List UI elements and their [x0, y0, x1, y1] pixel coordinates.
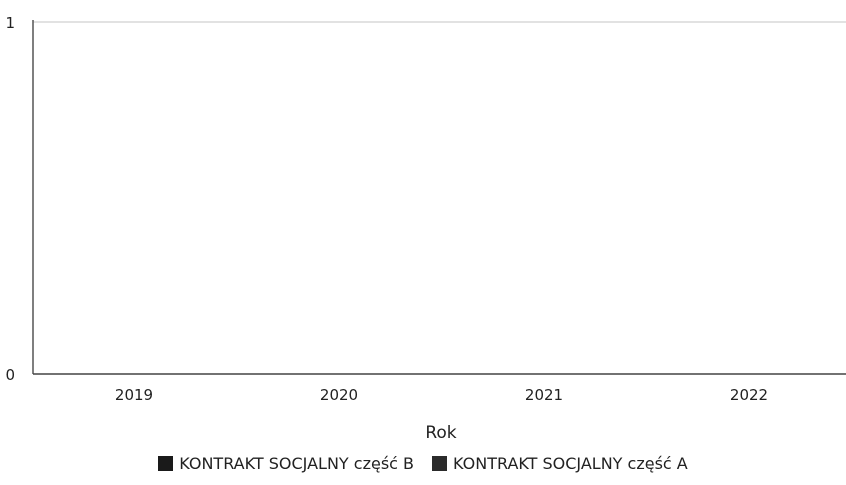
x-axis-title: Rok — [425, 423, 456, 443]
x-tick-label-2019: 2019 — [115, 386, 153, 404]
x-tick-label-2020: 2020 — [320, 386, 358, 404]
legend-label-series-1: KONTRAKT SOCJALNY część B — [179, 454, 415, 473]
x-tick-label-2022: 2022 — [730, 386, 768, 404]
y-tick-label-0: 0 — [5, 366, 15, 384]
x-tick-label-2021: 2021 — [525, 386, 563, 404]
legend: KONTRAKT SOCJALNY część B KONTRAKT SOCJA… — [0, 454, 846, 473]
legend-item-series-2[interactable]: KONTRAKT SOCJALNY część A — [432, 454, 688, 473]
y-tick-labels: 01 — [5, 14, 15, 384]
legend-item-series-1[interactable]: KONTRAKT SOCJALNY część B — [158, 454, 414, 473]
y-tick-label-1: 1 — [5, 14, 15, 32]
plot-frame — [32, 20, 846, 375]
legend-label-series-2: KONTRAKT SOCJALNY część A — [453, 454, 688, 473]
legend-swatch-series-1 — [158, 456, 174, 471]
legend-swatch-series-2 — [432, 456, 448, 471]
x-tick-labels: 2019 2020 2021 2022 — [115, 386, 768, 404]
